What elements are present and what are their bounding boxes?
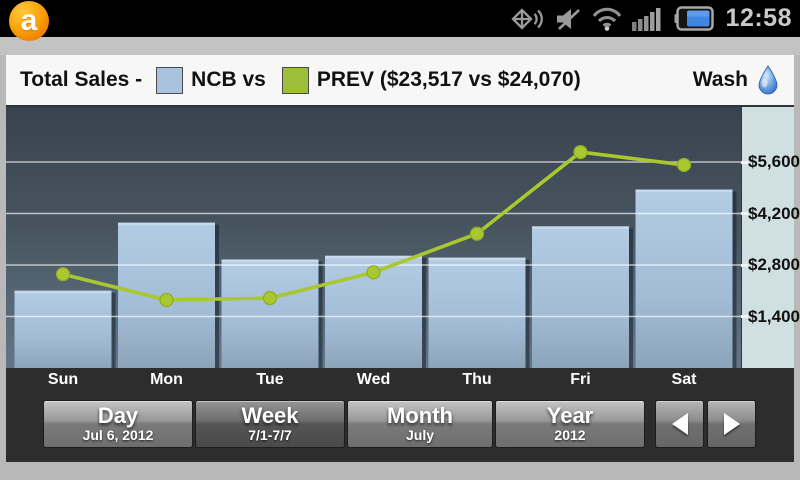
ncb-bar <box>532 226 629 368</box>
x-axis-labels: Sun Mon Tue Wed Thu Fri Sat <box>6 368 794 394</box>
day-button[interactable]: Day Jul 6, 2012 <box>43 400 193 448</box>
prev-point <box>366 265 381 280</box>
y-tick-mark <box>741 212 748 215</box>
prev-point <box>159 292 174 308</box>
app-logo-icon: a <box>9 1 49 41</box>
prev-period-button[interactable] <box>655 400 704 448</box>
day-label: Tue <box>256 371 284 388</box>
prev-legend-swatch <box>281 66 309 94</box>
y-tick-mark <box>741 160 748 164</box>
month-button[interactable]: Month July <box>347 400 493 448</box>
day-label: Mon <box>150 371 183 388</box>
status-clock: 12:58 <box>725 4 792 32</box>
speakerphone-icon <box>510 6 545 32</box>
y-tick-mark <box>741 263 748 267</box>
prev-point <box>573 144 588 160</box>
sales-report-card: Total Sales - NCB vs PREV ($23,517 vs $2… <box>6 55 800 462</box>
ncb-bar <box>635 189 733 368</box>
year-button[interactable]: Year 2012 <box>495 400 645 448</box>
y-tick-label: $5,600 <box>748 152 800 171</box>
titlebar-spacer <box>0 37 800 55</box>
prev-point <box>676 157 692 173</box>
y-tick-label: $2,800 <box>748 255 800 274</box>
ncb-bar <box>221 259 319 368</box>
prev-point <box>469 226 485 241</box>
y-tick-label: $4,200 <box>748 203 800 223</box>
y-axis-panel: $1,400 $2,800 $4,200 $5,600 <box>741 107 800 368</box>
left-arrow-icon <box>671 413 688 435</box>
chart-plot-area <box>6 107 741 368</box>
day-label: Sat <box>671 371 697 388</box>
ncb-bar <box>14 290 112 368</box>
next-period-button[interactable] <box>707 400 756 448</box>
ncb-legend-label: NCB vs <box>191 68 266 91</box>
ncb-legend-swatch <box>156 66 184 94</box>
day-label: Fri <box>570 371 591 388</box>
period-toolbar: Day Jul 6, 2012 Week 7/1-7/7 Month July … <box>6 394 794 462</box>
wifi-icon <box>592 7 622 31</box>
week-button[interactable]: Week 7/1-7/7 <box>195 400 345 448</box>
prev-point <box>55 267 71 282</box>
battery-icon <box>674 6 714 31</box>
y-tick-mark <box>741 315 748 318</box>
right-arrow-icon <box>723 413 740 435</box>
prev-legend-label: PREV ($23,517 vs $24,070) <box>316 68 581 91</box>
status-bar: a <box>0 0 800 41</box>
day-label: Wed <box>356 371 391 388</box>
chart-header: Total Sales - NCB vs PREV ($23,517 vs $2… <box>6 55 794 107</box>
day-label: Thu <box>462 371 492 388</box>
y-tick-label: $1,400 <box>748 306 800 326</box>
signal-icon <box>631 6 664 32</box>
prev-point <box>262 291 278 306</box>
sales-chart <box>6 144 741 368</box>
mute-icon <box>555 6 582 32</box>
ncb-bar <box>428 257 526 368</box>
day-label: Sun <box>47 371 79 388</box>
water-drop-icon <box>758 65 778 95</box>
page-title: Total Sales - <box>20 68 143 91</box>
mode-label: Wash <box>692 68 748 91</box>
